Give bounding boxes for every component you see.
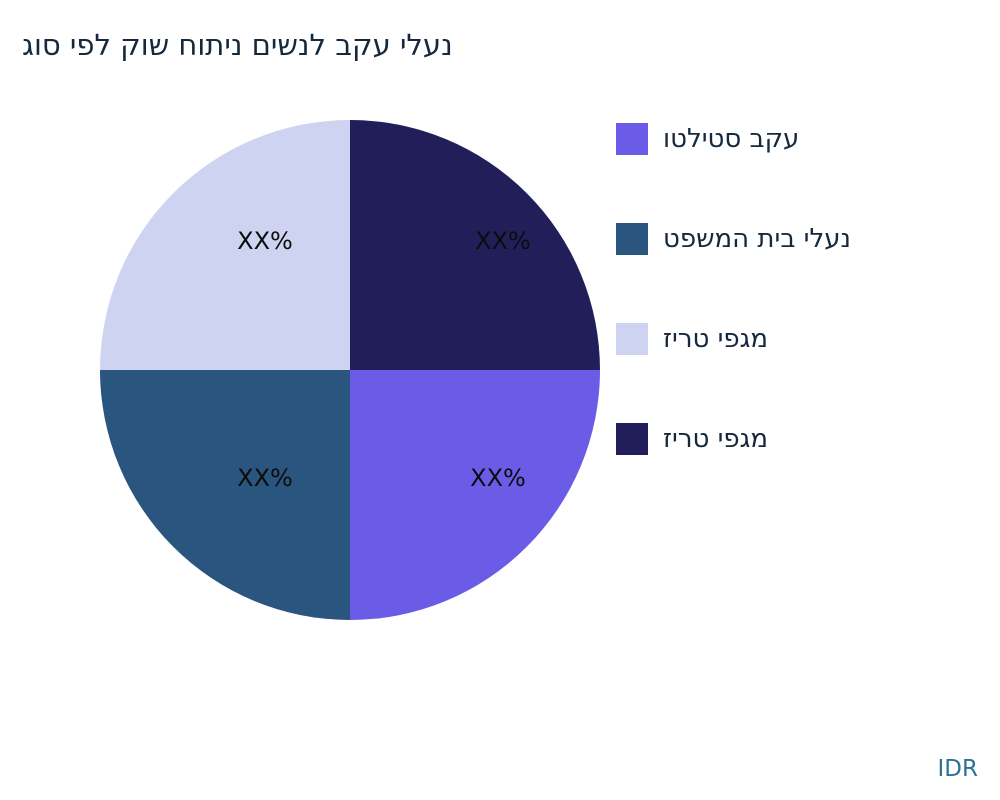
legend: עקב סטילטו נעלי בית המשפט מגפי טריז מגפי… <box>616 123 851 523</box>
slice-data-label: XX% <box>470 464 526 492</box>
legend-item: נעלי בית המשפט <box>616 223 851 255</box>
legend-swatch <box>616 123 648 155</box>
legend-swatch <box>616 223 648 255</box>
legend-item: מגפי טריז <box>616 423 851 455</box>
legend-label: מגפי טריז <box>663 324 769 354</box>
legend-label: נעלי בית המשפט <box>663 224 851 254</box>
legend-swatch <box>616 323 648 355</box>
legend-item: עקב סטילטו <box>616 123 851 155</box>
legend-label: מגפי טריז <box>663 424 769 454</box>
slice-data-label: XX% <box>475 227 531 255</box>
legend-swatch <box>616 423 648 455</box>
legend-item: מגפי טריז <box>616 323 851 355</box>
pie-chart: XX% XX% XX% XX% <box>100 120 600 620</box>
currency-label: IDR <box>937 756 978 782</box>
slice-data-label: XX% <box>237 464 293 492</box>
slice-data-label: XX% <box>237 227 293 255</box>
chart-title: נעלי עקב לנשים ניתוח שוק לפי סוג <box>22 28 453 62</box>
legend-label: עקב סטילטו <box>663 124 800 154</box>
